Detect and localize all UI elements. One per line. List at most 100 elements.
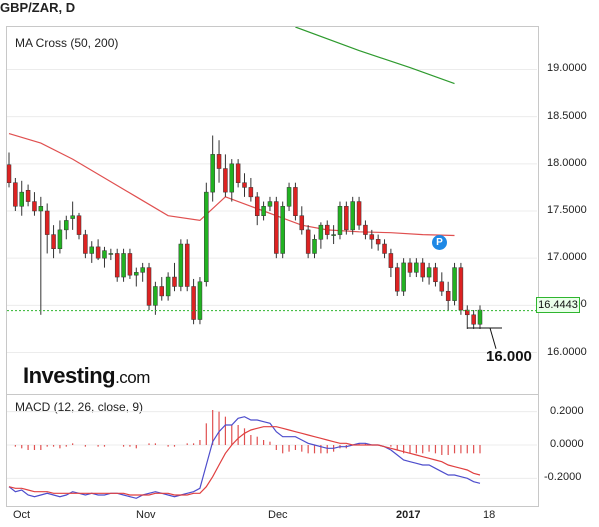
x-tick-label: Dec <box>268 509 288 521</box>
candle-body <box>382 243 387 254</box>
x-tick-label: 18 <box>483 509 496 521</box>
candle-body <box>363 224 368 235</box>
signal-line <box>8 426 481 496</box>
candle-body <box>235 163 241 183</box>
price-y-tick-label: 19.0000 <box>547 62 587 75</box>
candle-body <box>248 187 254 198</box>
candle-body <box>458 267 464 311</box>
candle-body <box>375 239 381 245</box>
candle-body <box>312 239 317 254</box>
macd-y-tick-label: 0.0000 <box>550 438 584 450</box>
candle-body <box>102 250 107 259</box>
candle-body <box>19 191 24 207</box>
candle-body <box>57 229 63 249</box>
macd-label: MACD (12, 26, close, 9) <box>15 400 144 414</box>
candle-body <box>407 262 413 273</box>
candle-body <box>197 281 203 320</box>
candle-body <box>229 163 235 193</box>
macd-chart[interactable] <box>7 395 537 505</box>
candle-body <box>477 309 483 325</box>
candle-body <box>165 276 171 297</box>
x-tick-label: 2017 <box>396 509 421 521</box>
candle-body <box>134 272 139 276</box>
candle-body <box>191 286 196 320</box>
candle-body <box>337 206 343 235</box>
candle-body <box>274 201 279 254</box>
price-chart[interactable] <box>7 27 537 395</box>
candle-body <box>331 234 336 236</box>
candle-body <box>471 314 476 325</box>
annotation-pointer <box>489 327 497 349</box>
macd-panel[interactable] <box>6 394 539 507</box>
candle-body <box>324 224 330 235</box>
chart-title: GBP/ZAR, D <box>0 0 76 15</box>
candle-body <box>204 191 209 283</box>
candle-body <box>286 187 292 207</box>
candle-body <box>153 286 158 306</box>
candle-body <box>261 206 266 216</box>
price-y-tick-label: 18.5000 <box>547 109 587 122</box>
candle-body <box>445 290 451 301</box>
candle-body <box>465 309 470 316</box>
candle-body <box>388 253 394 268</box>
p-event-marker[interactable]: P <box>432 235 447 250</box>
candle-body <box>254 196 260 216</box>
candle-body <box>7 164 12 183</box>
price-y-tick-label: 17.0000 <box>547 251 587 264</box>
candle-body <box>401 262 406 292</box>
candle-body <box>64 220 69 231</box>
candle-body <box>395 267 400 292</box>
investing-logo: Investing.com <box>23 363 150 388</box>
candle-body <box>184 243 190 287</box>
macd-line <box>8 416 481 499</box>
candle-body <box>159 286 165 297</box>
price-y-tick-label: 17.5000 <box>547 204 587 216</box>
candle-body <box>280 206 285 254</box>
macd-y-tick-label: -0.2000 <box>544 471 582 484</box>
candle-body <box>369 234 375 240</box>
candle-body <box>38 206 44 212</box>
candle-body <box>216 154 222 169</box>
candle-body <box>32 201 37 212</box>
candle-body <box>210 154 215 193</box>
candle-body <box>318 224 324 240</box>
candle-body <box>121 253 126 278</box>
candle-body <box>299 215 305 231</box>
candle-body <box>13 182 18 207</box>
candle-body <box>25 189 31 202</box>
price-y-tick-label: 18.0000 <box>547 156 587 169</box>
candle-body <box>51 234 56 249</box>
candle-body <box>420 262 425 278</box>
candle-body <box>414 262 419 273</box>
candle-body <box>114 253 120 278</box>
ma50-line <box>8 133 455 237</box>
candle-body <box>426 267 432 278</box>
candle-body <box>108 253 114 255</box>
candle-body <box>305 229 311 254</box>
macd-y-tick-label: 0.2000 <box>550 404 584 417</box>
candle-body <box>140 267 145 273</box>
price-annotation: 16.000 <box>486 348 532 365</box>
ma200-line <box>295 27 455 85</box>
candle-body <box>439 281 445 292</box>
candle-body <box>433 267 438 283</box>
candle-body <box>350 201 355 231</box>
candle-body <box>70 215 75 219</box>
last-price-label: 16.4443 <box>536 297 580 313</box>
candle-body <box>83 234 88 254</box>
candle-body <box>178 243 184 287</box>
candle-body <box>172 276 177 287</box>
candle-body <box>452 267 457 301</box>
x-tick-label: Nov <box>136 509 156 521</box>
candle-body <box>44 210 50 235</box>
price-y-tick-label: 16.0000 <box>547 345 587 358</box>
candle-body <box>76 215 82 235</box>
candle-body <box>95 246 101 259</box>
candle-body <box>89 246 94 254</box>
candle-body <box>293 187 298 216</box>
candle-body <box>127 253 133 276</box>
candle-body <box>344 206 349 231</box>
candle-body <box>242 182 247 188</box>
ma-cross-label: MA Cross (50, 200) <box>15 36 119 50</box>
x-tick-label: Oct <box>13 509 31 521</box>
